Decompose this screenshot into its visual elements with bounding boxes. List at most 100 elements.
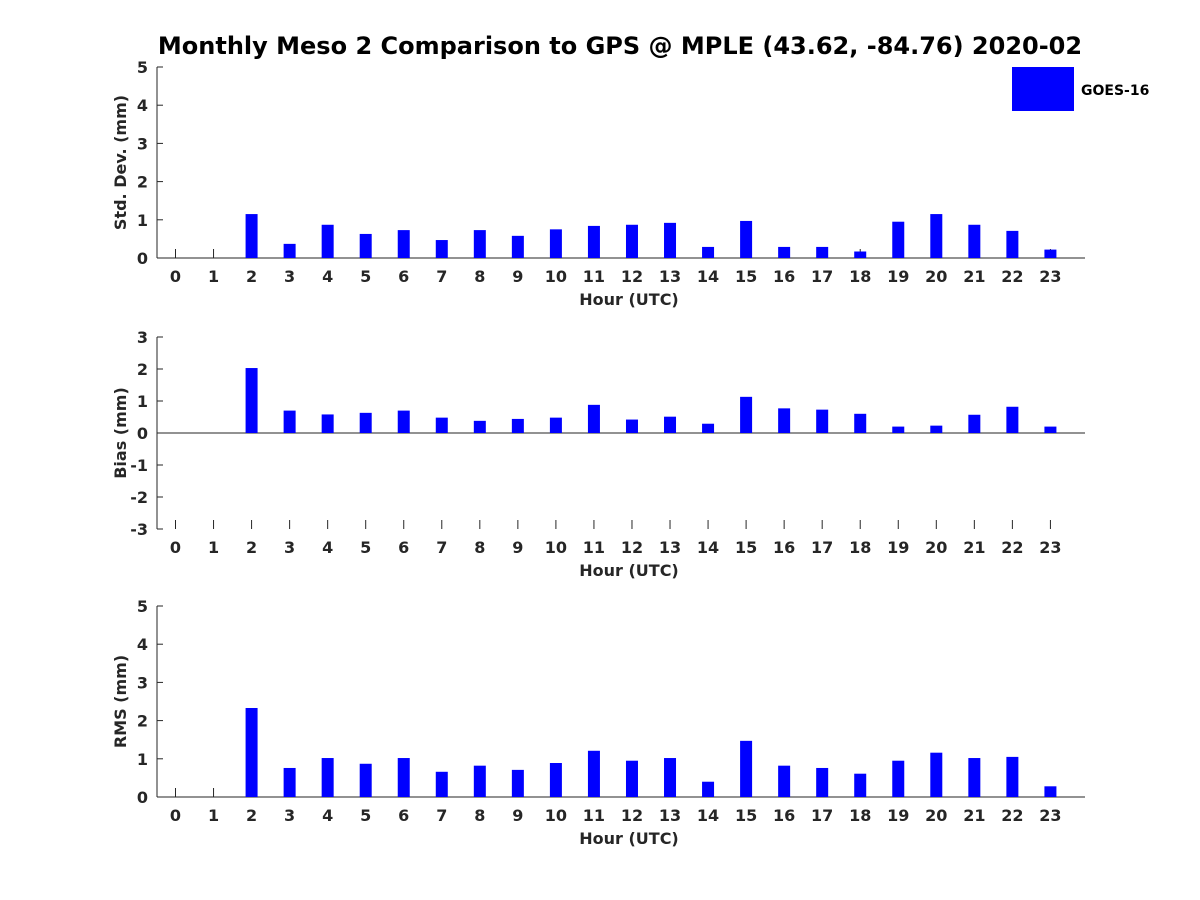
- bar-std_dev-hour-23: [1044, 249, 1057, 258]
- x-tick-label: 12: [621, 267, 643, 286]
- x-tick-label: 12: [621, 806, 643, 825]
- bar-rms-hour-12: [625, 760, 638, 797]
- bar-bias-hour-7: [435, 417, 448, 433]
- x-tick-label: 6: [398, 538, 409, 557]
- bar-rms-hour-19: [892, 760, 905, 797]
- bar-std_dev-hour-7: [435, 240, 448, 258]
- bar-bias-hour-5: [359, 412, 372, 433]
- legend-label-goes-16: GOES-16: [1081, 83, 1149, 99]
- legend-swatch-goes-16: [1012, 67, 1074, 111]
- x-tick-label: 10: [545, 267, 567, 286]
- bar-rms-hour-3: [283, 767, 296, 797]
- x-axis-label: Hour (UTC): [579, 290, 679, 309]
- x-tick-label: 5: [360, 267, 371, 286]
- y-tick-label: -2: [130, 488, 148, 507]
- bar-rms-hour-4: [321, 758, 334, 797]
- y-tick-label: 1: [137, 392, 148, 411]
- bar-std_dev-hour-6: [397, 230, 410, 258]
- x-tick-label: 11: [583, 806, 605, 825]
- chart-title: Monthly Meso 2 Comparison to GPS @ MPLE …: [158, 32, 1082, 60]
- bar-bias-hour-14: [702, 423, 715, 433]
- x-tick-label: 20: [925, 538, 947, 557]
- x-tick-label: 3: [284, 538, 295, 557]
- x-tick-label: 9: [512, 806, 523, 825]
- bar-bias-hour-11: [587, 404, 600, 433]
- bar-std_dev-hour-8: [473, 230, 486, 258]
- x-tick-label: 4: [322, 806, 333, 825]
- x-tick-label: 8: [474, 538, 485, 557]
- bar-std_dev-hour-11: [587, 225, 600, 258]
- bar-rms-hour-21: [968, 758, 981, 797]
- y-tick-label: 2: [137, 712, 148, 731]
- x-tick-label: 8: [474, 267, 485, 286]
- bar-rms-hour-16: [778, 765, 791, 797]
- x-tick-label: 0: [170, 806, 181, 825]
- bar-std_dev-hour-14: [702, 246, 715, 258]
- x-tick-label: 14: [697, 806, 719, 825]
- x-axis-label: Hour (UTC): [579, 829, 679, 848]
- bar-bias-hour-22: [1006, 406, 1019, 433]
- x-tick-label: 14: [697, 538, 719, 557]
- x-tick-label: 7: [436, 267, 447, 286]
- x-tick-label: 1: [208, 806, 219, 825]
- x-tick-label: 21: [963, 806, 985, 825]
- bar-rms-hour-20: [930, 752, 943, 797]
- bar-std_dev-hour-21: [968, 224, 981, 258]
- x-tick-label: 2: [246, 538, 257, 557]
- bar-bias-hour-2: [245, 368, 258, 433]
- x-tick-label: 22: [1001, 267, 1023, 286]
- bar-bias-hour-10: [549, 417, 562, 433]
- x-tick-label: 19: [887, 267, 909, 286]
- bar-bias-hour-4: [321, 414, 334, 433]
- bar-std_dev-hour-3: [283, 243, 296, 258]
- bar-bias-hour-20: [930, 425, 943, 433]
- x-tick-label: 7: [436, 806, 447, 825]
- bar-std_dev-hour-9: [511, 235, 524, 258]
- x-tick-label: 17: [811, 267, 833, 286]
- bar-rms-hour-5: [359, 763, 372, 797]
- y-tick-label: 1: [137, 750, 148, 769]
- bar-rms-hour-8: [473, 765, 486, 797]
- y-axis-label: Bias (mm): [111, 387, 130, 479]
- y-tick-label: 5: [137, 597, 148, 616]
- bar-bias-hour-21: [968, 414, 981, 433]
- bar-rms-hour-14: [702, 781, 715, 797]
- x-tick-label: 23: [1039, 538, 1061, 557]
- x-tick-label: 22: [1001, 538, 1023, 557]
- x-tick-label: 13: [659, 538, 681, 557]
- y-tick-label: 2: [137, 173, 148, 192]
- x-tick-label: 3: [284, 267, 295, 286]
- x-tick-label: 2: [246, 806, 257, 825]
- x-tick-label: 3: [284, 806, 295, 825]
- y-axis-label: Std. Dev. (mm): [111, 95, 130, 230]
- x-tick-label: 6: [398, 267, 409, 286]
- x-tick-label: 5: [360, 806, 371, 825]
- bar-bias-hour-8: [473, 420, 486, 433]
- bar-bias-hour-16: [778, 408, 791, 433]
- x-tick-label: 2: [246, 267, 257, 286]
- bar-std_dev-hour-15: [740, 220, 753, 258]
- x-tick-label: 18: [849, 538, 871, 557]
- x-tick-label: 6: [398, 806, 409, 825]
- bar-rms-hour-6: [397, 758, 410, 797]
- bar-rms-hour-10: [549, 763, 562, 797]
- bar-std_dev-hour-4: [321, 224, 334, 258]
- bar-std_dev-hour-18: [854, 251, 867, 258]
- bar-std_dev-hour-20: [930, 214, 943, 258]
- x-tick-label: 1: [208, 538, 219, 557]
- x-tick-label: 19: [887, 806, 909, 825]
- bar-bias-hour-13: [664, 416, 677, 433]
- bar-bias-hour-6: [397, 410, 410, 433]
- x-tick-label: 19: [887, 538, 909, 557]
- y-tick-label: 3: [137, 673, 148, 692]
- x-tick-label: 8: [474, 806, 485, 825]
- bar-std_dev-hour-5: [359, 233, 372, 258]
- bar-std_dev-hour-13: [664, 222, 677, 258]
- bar-std_dev-hour-12: [625, 224, 638, 258]
- bar-rms-hour-18: [854, 773, 867, 797]
- x-tick-label: 0: [170, 538, 181, 557]
